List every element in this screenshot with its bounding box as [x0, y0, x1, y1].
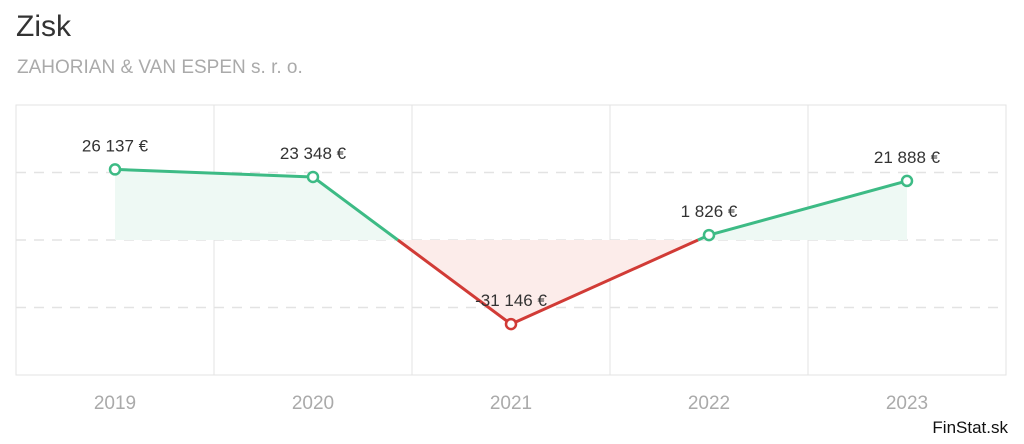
x-tick-label-2022: 2022	[688, 393, 730, 414]
data-point-2020	[306, 170, 320, 184]
source-credit[interactable]: FinStat.sk	[932, 418, 1008, 437]
data-label-2021: -31 146 €	[475, 291, 547, 310]
data-label-2020: 23 348 €	[280, 144, 347, 163]
data-label-2022: 1 826 €	[681, 202, 738, 221]
chart-title: Zisk	[16, 10, 71, 43]
data-label-2019: 26 137 €	[82, 136, 149, 155]
negative-area	[397, 240, 699, 325]
data-label-2023: 21 888 €	[874, 148, 941, 167]
data-point-2023	[900, 174, 914, 188]
x-tick-label-2021: 2021	[490, 393, 532, 414]
x-tick-label-2019: 2019	[94, 393, 136, 414]
positive-area	[115, 169, 398, 240]
x-tick-label-2023: 2023	[886, 393, 928, 414]
data-point-2019	[108, 163, 122, 176]
chart-subtitle: ZAHORIAN & VAN ESPEN s. r. o.	[17, 57, 303, 78]
data-point-2021	[504, 317, 518, 331]
x-tick-label-2020: 2020	[292, 393, 334, 414]
data-point-2022	[702, 228, 716, 242]
